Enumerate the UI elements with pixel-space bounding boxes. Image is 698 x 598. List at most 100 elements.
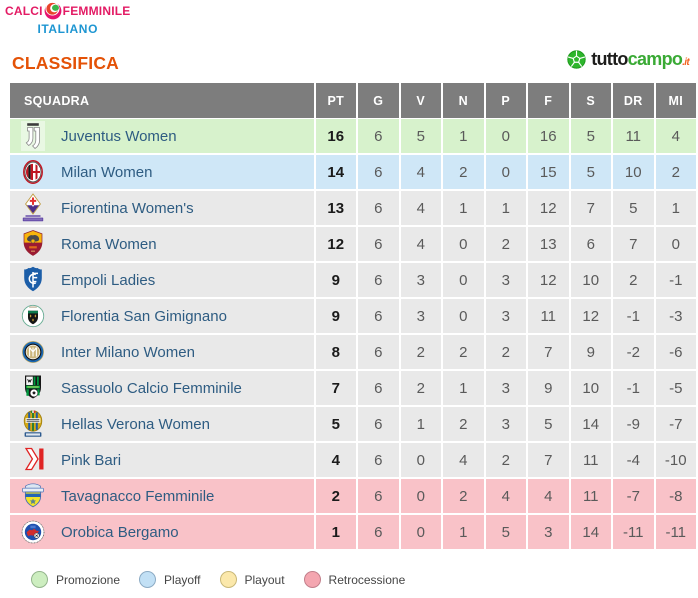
stat-cell-v: 5 — [400, 119, 441, 153]
stat-cell-n: 2 — [443, 335, 484, 369]
stat-cell-p: 3 — [485, 371, 526, 405]
column-header-v: V — [400, 83, 441, 118]
team-name[interactable]: Empoli Ladies — [61, 271, 156, 289]
legend-playout-dot-icon — [219, 571, 237, 588]
table-row-team[interactable]: Hellas Verona Women — [10, 407, 314, 441]
stat-cell-g: 6 — [358, 335, 399, 369]
legend-item-playoff: Playoff — [139, 571, 201, 588]
stat-cell-s: 11 — [570, 443, 611, 477]
team-name[interactable]: Orobica Bergamo — [61, 523, 179, 541]
team-name[interactable]: Sassuolo Calcio Femminile — [61, 379, 242, 397]
table-row-team[interactable]: Pink Bari — [10, 443, 314, 477]
stat-cell-p: 5 — [485, 515, 526, 549]
stat-cell-f: 7 — [528, 335, 569, 369]
legend-item-playout: Playout — [219, 571, 285, 588]
table-row-team[interactable]: Sassuolo Calcio Femminile — [10, 371, 314, 405]
stat-cell-mi: 0 — [655, 227, 696, 261]
tuttocampo-text-tutto: tutto — [591, 49, 628, 69]
stat-cell-dr: 10 — [613, 155, 654, 189]
stat-cell-pt: 8 — [315, 335, 356, 369]
pinkbari-crest-icon — [20, 445, 46, 475]
stat-cell-pt: 13 — [315, 191, 356, 225]
florentia-crest-icon — [20, 301, 46, 331]
juventus-crest-icon — [20, 121, 46, 151]
standings-table: SQUADRA PT G V N P F S DR MI Juventus Women 16 6 5 1 0… — [10, 83, 696, 549]
page-title: CLASSIFICA — [12, 53, 119, 73]
stat-cell-mi: -8 — [655, 479, 696, 513]
stat-cell-f: 3 — [528, 515, 569, 549]
stat-cell-s: 12 — [570, 299, 611, 333]
stat-cell-v: 0 — [400, 515, 441, 549]
legend-retrocessione-dot-icon — [303, 571, 321, 588]
team-name[interactable]: Pink Bari — [61, 451, 122, 469]
stat-cell-s: 14 — [570, 515, 611, 549]
stat-cell-mi: -11 — [655, 515, 696, 549]
stat-cell-pt: 9 — [315, 263, 356, 297]
legend-label: Promozione — [56, 572, 121, 587]
stat-cell-g: 6 — [358, 443, 399, 477]
stat-cell-f: 5 — [528, 407, 569, 441]
team-name[interactable]: Juventus Women — [61, 127, 177, 145]
stat-cell-p: 3 — [485, 299, 526, 333]
table-row-team[interactable]: Roma Women — [10, 227, 314, 261]
site-logo: CALCI FEMMINILE ITALIANO — [5, 1, 130, 36]
team-name[interactable]: Milan Women — [61, 163, 153, 181]
stat-cell-n: 0 — [443, 227, 484, 261]
table-row-team[interactable]: Tavagnacco Femminile — [10, 479, 314, 513]
stat-cell-mi: -7 — [655, 407, 696, 441]
column-header-g: G — [358, 83, 399, 118]
stat-cell-v: 4 — [400, 155, 441, 189]
stat-cell-n: 4 — [443, 443, 484, 477]
stat-cell-n: 1 — [443, 371, 484, 405]
stat-cell-n: 1 — [443, 191, 484, 225]
table-row-team[interactable]: Empoli Ladies — [10, 263, 314, 297]
stat-cell-dr: -1 — [613, 371, 654, 405]
stat-cell-mi: -5 — [655, 371, 696, 405]
stat-cell-dr: -11 — [613, 515, 654, 549]
stat-cell-f: 13 — [528, 227, 569, 261]
fiorentina-crest-icon — [20, 193, 46, 223]
column-header-f: F — [528, 83, 569, 118]
stat-cell-p: 1 — [485, 191, 526, 225]
stat-cell-g: 6 — [358, 155, 399, 189]
table-row-team[interactable]: Orobica Bergamo — [10, 515, 314, 549]
stat-cell-f: 11 — [528, 299, 569, 333]
stat-cell-n: 2 — [443, 479, 484, 513]
stat-cell-mi: -1 — [655, 263, 696, 297]
team-name[interactable]: Tavagnacco Femminile — [61, 487, 215, 505]
team-name[interactable]: Inter Milano Women — [61, 343, 195, 361]
stat-cell-dr: 2 — [613, 263, 654, 297]
stat-cell-v: 0 — [400, 443, 441, 477]
team-name[interactable]: Hellas Verona Women — [61, 415, 210, 433]
stat-cell-v: 2 — [400, 371, 441, 405]
table-row-team[interactable]: Inter Milano Women — [10, 335, 314, 369]
stat-cell-mi: 1 — [655, 191, 696, 225]
table-row-team[interactable]: Milan Women — [10, 155, 314, 189]
stat-cell-pt: 1 — [315, 515, 356, 549]
stat-cell-dr: -4 — [613, 443, 654, 477]
stat-cell-p: 3 — [485, 407, 526, 441]
stat-cell-s: 5 — [570, 119, 611, 153]
team-name[interactable]: Florentia San Gimignano — [61, 307, 227, 325]
site-logo-line1: CALCI FEMMINILE — [5, 1, 130, 20]
stat-cell-mi: 2 — [655, 155, 696, 189]
tuttocampo-wordmark: tuttocampo.it — [591, 49, 689, 70]
team-name[interactable]: Roma Women — [61, 235, 157, 253]
legend-item-promozione: Promozione — [31, 571, 120, 588]
logo-text-calci: CALCI — [5, 4, 43, 18]
legend-label: Playout — [244, 572, 285, 587]
tuttocampo-text-it: .it — [682, 57, 689, 68]
team-name[interactable]: Fiorentina Women's — [61, 199, 194, 217]
table-row-team[interactable]: Fiorentina Women's — [10, 191, 314, 225]
table-row-team[interactable]: Juventus Women — [10, 119, 314, 153]
stat-cell-n: 2 — [443, 407, 484, 441]
stat-cell-g: 6 — [358, 299, 399, 333]
stat-cell-pt: 4 — [315, 443, 356, 477]
stat-cell-p: 3 — [485, 263, 526, 297]
stat-cell-f: 16 — [528, 119, 569, 153]
stat-cell-s: 9 — [570, 335, 611, 369]
stat-cell-s: 10 — [570, 371, 611, 405]
stat-cell-v: 4 — [400, 227, 441, 261]
table-row-team[interactable]: Florentia San Gimignano — [10, 299, 314, 333]
stat-cell-f: 12 — [528, 263, 569, 297]
